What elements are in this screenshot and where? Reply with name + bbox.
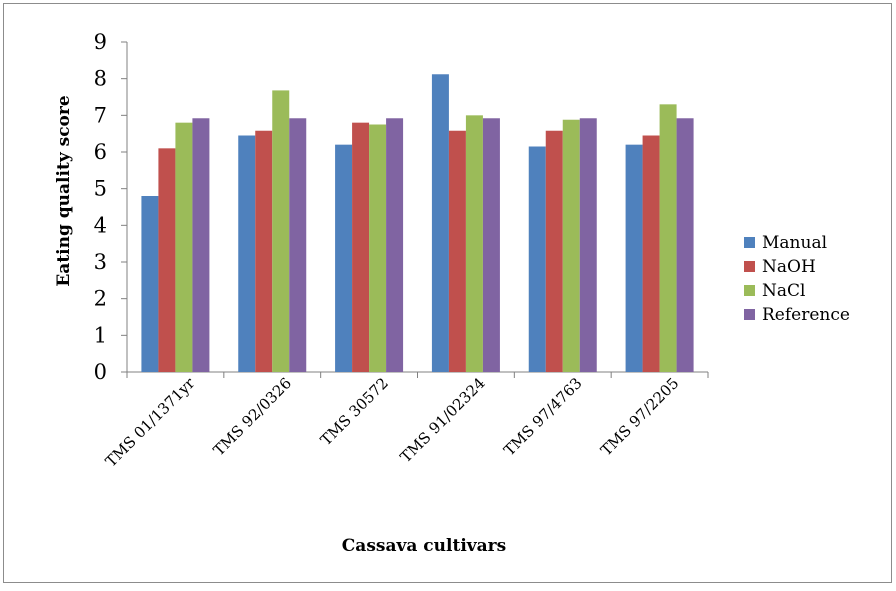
bar-naoh <box>255 130 273 372</box>
bar-naoh <box>448 130 466 372</box>
y-tick-label: 3 <box>94 250 107 274</box>
y-tick-label: 9 <box>94 30 107 54</box>
bar-reference <box>676 118 694 373</box>
bar-nacl <box>272 90 290 373</box>
bar-nacl <box>465 115 483 372</box>
bar-reference <box>386 118 404 373</box>
y-tick-label: 5 <box>94 177 107 201</box>
bar-manual <box>625 144 643 372</box>
y-tick-label: 6 <box>94 140 107 164</box>
bar-manual <box>141 196 159 372</box>
legend-label-manual: Manual <box>762 233 827 253</box>
bar-nacl <box>562 119 580 372</box>
bar-naoh <box>642 135 660 372</box>
bar-manual <box>528 146 546 372</box>
legend: Manual NaOH NaCl Reference <box>744 233 850 325</box>
bar-nacl <box>175 122 193 373</box>
legend-swatch-manual <box>744 237 755 248</box>
bar-manual <box>431 74 449 373</box>
legend-label-nacl: NaCl <box>762 281 805 301</box>
y-axis-title: Eating quality score <box>54 95 74 286</box>
bar-reference <box>192 118 210 373</box>
bar-reference <box>579 118 597 373</box>
x-axis-title: Cassava cultivars <box>342 536 506 556</box>
legend-label-reference: Reference <box>762 305 850 325</box>
bar-naoh <box>352 122 370 373</box>
y-tick-label: 2 <box>94 287 107 311</box>
bar-reference <box>482 118 500 373</box>
y-tick-label: 4 <box>94 213 107 237</box>
bar-reference <box>289 118 307 373</box>
bar-naoh <box>545 130 563 372</box>
y-tick-label: 0 <box>94 360 107 384</box>
y-tick-label: 7 <box>94 103 107 127</box>
legend-label-naoh: NaOH <box>762 257 816 277</box>
bar-nacl <box>369 124 387 372</box>
bar-naoh <box>158 148 176 372</box>
bar-nacl <box>659 104 677 372</box>
legend-swatch-naoh <box>744 261 755 272</box>
bar-manual <box>335 144 353 372</box>
y-tick-label: 1 <box>94 323 107 347</box>
legend-swatch-nacl <box>744 285 755 296</box>
y-tick-label: 8 <box>94 67 107 91</box>
bar-manual <box>238 135 256 372</box>
legend-swatch-reference <box>744 309 755 320</box>
